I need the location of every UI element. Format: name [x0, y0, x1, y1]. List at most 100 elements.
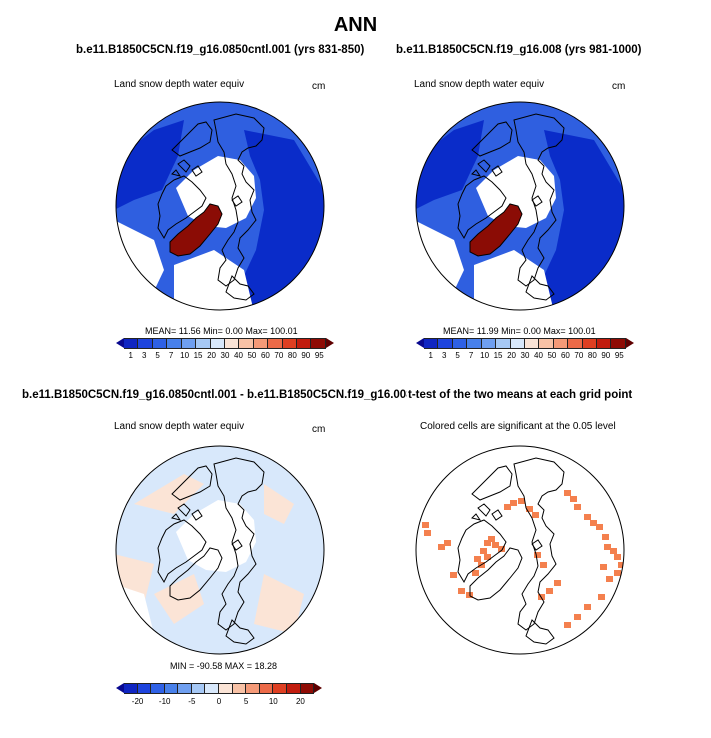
colorbar-tick-label: 7	[468, 351, 474, 360]
significant-cell-24	[564, 490, 571, 496]
colorbar-cell-12	[286, 683, 301, 694]
colorbar-cell-5	[496, 338, 511, 349]
coastline-canada	[457, 175, 507, 240]
coastline-svalbard	[531, 195, 543, 207]
colorbar-cell-6	[205, 683, 220, 694]
significant-cell-25	[570, 496, 577, 502]
panel3-polar-map	[115, 445, 325, 655]
colorbar-tick-label: 1	[128, 351, 133, 360]
colorbar-tick-label: 70	[574, 351, 584, 360]
significant-cell-27	[584, 514, 591, 520]
snow-free-europe	[474, 250, 554, 310]
colorbar-cell-2	[152, 338, 168, 349]
coastline-greenland	[469, 547, 523, 601]
map-field-group	[416, 102, 624, 310]
diff-field-peach	[116, 474, 304, 634]
significant-cell-31	[604, 544, 611, 550]
map-boundary-circle	[415, 101, 625, 311]
significant-cell-43	[540, 562, 547, 568]
colorbar-tick-label: 60	[260, 351, 270, 360]
colorbar-tick-label: 3	[141, 351, 147, 360]
coastline-svalbard	[231, 539, 243, 551]
snow-field-north-america	[416, 120, 484, 210]
colorbar-cell-10	[568, 338, 583, 349]
colorbar-cell-12	[297, 338, 312, 349]
panel2-case-title: b.e11.B1850C5CN.f19_g16.008 (yrs 981-100…	[396, 44, 642, 56]
panel1-units-label: cm	[312, 81, 326, 92]
colorbar-cell-9	[246, 683, 260, 694]
significant-cell-8	[480, 548, 487, 554]
panel2-colorbar	[416, 338, 634, 349]
coastline-islands	[171, 159, 203, 177]
colorbar-tick-label: 70	[274, 351, 284, 360]
significant-cell-36	[606, 576, 613, 582]
main-title: ANN	[333, 14, 378, 36]
colorbar-tick-label: 5	[455, 351, 460, 360]
panel4-polar-map	[415, 445, 625, 655]
significant-cell-10	[488, 536, 495, 542]
panel3-stats: MIN = -90.58 MAX = 18.28	[170, 661, 278, 671]
panel4-title: t-test of the two means at each grid poi…	[407, 389, 633, 401]
significant-cell-1	[424, 530, 431, 536]
coastline-greenland	[169, 547, 223, 601]
colorbar-cell-10	[259, 683, 274, 694]
colorbar-left-triangle	[416, 338, 424, 348]
colorbar-cell-7	[219, 683, 233, 694]
panel3-variable-label: Land snow depth water equiv	[114, 421, 245, 432]
significant-cell-39	[584, 604, 591, 610]
colorbar-cell-4	[181, 338, 197, 349]
colorbar-tick-label: 90	[301, 351, 311, 360]
colorbar-tick-label: 3	[441, 351, 447, 360]
colorbar-cell-6	[510, 338, 525, 349]
significant-cell-7	[474, 556, 481, 562]
significant-cell-4	[450, 572, 457, 578]
colorbar-tick-label: 20	[507, 351, 516, 360]
map-boundary-circle	[115, 101, 325, 311]
colorbar-cell-6	[210, 338, 225, 349]
significant-cell-19	[526, 506, 533, 512]
map-boundary-circle	[415, 445, 625, 655]
significant-cell-30	[602, 534, 609, 540]
colorbar-cell-9	[253, 338, 269, 349]
significant-cell-35	[614, 570, 621, 576]
panel2-units-label: cm	[612, 81, 626, 92]
coastline-europe	[225, 275, 255, 301]
colorbar-right-triangle	[625, 338, 634, 348]
colorbar-tick-label: 15	[193, 351, 203, 360]
coastline-europe	[225, 619, 255, 645]
coastline-canada	[457, 519, 507, 584]
colorbar-tick-label: 10	[180, 351, 190, 360]
colorbar-cell-11	[282, 338, 298, 349]
colorbar-cell-11	[273, 683, 287, 694]
significant-cell-17	[510, 500, 517, 506]
coastline-greenland	[469, 203, 523, 257]
colorbar-cell-5	[191, 683, 206, 694]
coastline-alaska	[171, 121, 213, 157]
significant-cell-2	[438, 544, 445, 550]
colorbar-tick-label: 90	[601, 351, 611, 360]
coastline-canada	[157, 175, 207, 240]
panel3-case-title: b.e11.B1850C5CN.f19_g16.0850cntl.001 - b…	[22, 389, 413, 401]
panel4-subtitle: Colored cells are significant at the 0.0…	[420, 421, 616, 432]
colorbar-tick-label: 15	[493, 351, 503, 360]
panel1-polar-map	[115, 101, 325, 311]
colorbar-right-triangle	[325, 338, 334, 348]
panel1-case-title: b.e11.B1850C5CN.f19_g16.0850cntl.001 (yr…	[76, 44, 365, 56]
colorbar-tick-label: -10	[158, 697, 171, 706]
colorbar-cell-8	[232, 683, 247, 694]
colorbar-cell-2	[151, 683, 165, 694]
colorbar-cell-13	[611, 338, 626, 349]
significant-cell-42	[534, 552, 541, 558]
colorbar-cell-1	[138, 338, 153, 349]
significant-cell-11	[492, 542, 499, 548]
ocean-background	[416, 446, 624, 654]
colorbar-tick-label: 50	[247, 351, 257, 360]
colorbar-tick-label: 95	[614, 351, 624, 360]
colorbar-cell-8	[239, 338, 254, 349]
coastline-svalbard	[531, 539, 543, 551]
panel1-colorbar	[116, 338, 334, 349]
colorbar-tick-label: -5	[188, 697, 196, 706]
panel1-stats: MEAN= 11.56 Min= 0.00 Max= 100.01	[145, 326, 298, 336]
significant-cell-16	[504, 504, 511, 510]
coastline-europe	[525, 275, 555, 301]
